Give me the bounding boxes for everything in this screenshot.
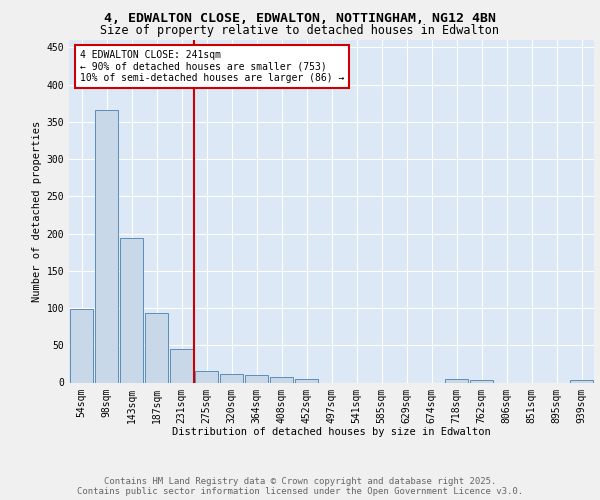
Bar (95, 110, 118, 382)
Text: Contains HM Land Registry data © Crown copyright and database right 2025.
Contai: Contains HM Land Registry data © Crown c… (77, 476, 523, 496)
Bar (220, 374, 243, 382)
Bar (245, 375, 268, 382)
Bar (270, 378, 293, 382)
Text: 4, EDWALTON CLOSE, EDWALTON, NOTTINGHAM, NG12 4BN: 4, EDWALTON CLOSE, EDWALTON, NOTTINGHAM,… (104, 12, 496, 26)
Bar (170, 349, 193, 382)
Y-axis label: Number of detached properties: Number of detached properties (32, 120, 43, 302)
Bar (295, 379, 318, 382)
Bar (195, 372, 218, 382)
Bar (570, 380, 593, 382)
Text: Size of property relative to detached houses in Edwalton: Size of property relative to detached ho… (101, 24, 499, 37)
Bar (120, 238, 143, 382)
Bar (145, 314, 168, 382)
Text: 4 EDWALTON CLOSE: 241sqm
← 90% of detached houses are smaller (753)
10% of semi-: 4 EDWALTON CLOSE: 241sqm ← 90% of detach… (79, 50, 344, 84)
Bar (70, 309, 93, 382)
Bar (445, 379, 468, 382)
X-axis label: Distribution of detached houses by size in Edwalton: Distribution of detached houses by size … (172, 427, 491, 437)
Bar (470, 380, 493, 382)
